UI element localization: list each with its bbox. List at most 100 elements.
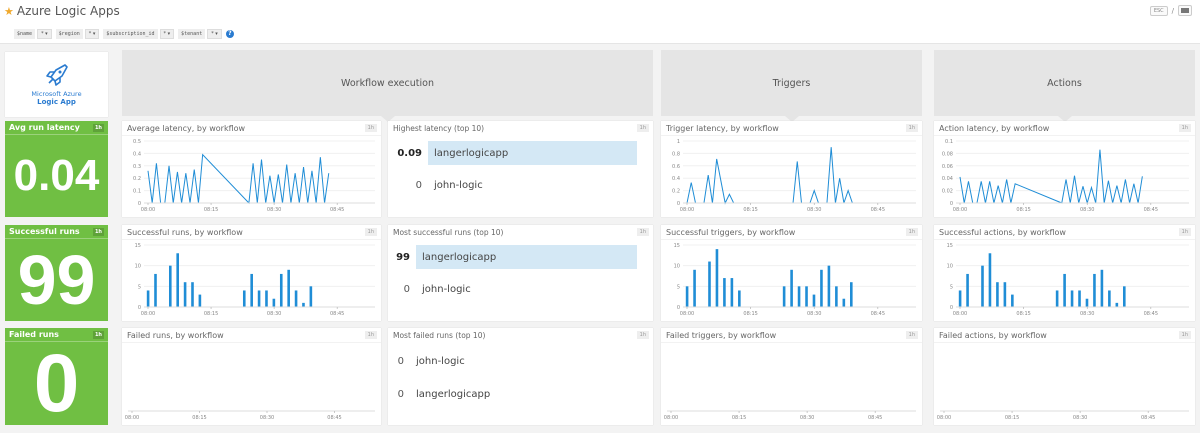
svg-text:08:00: 08:00 [664,415,678,421]
var-select[interactable]: * ▾ [159,28,175,39]
toplist-row[interactable]: 0 john-logic [388,277,653,301]
query-value-successful-runs[interactable]: Successful runs 1h 99 [5,225,108,321]
svg-text:08:30: 08:30 [800,415,814,421]
top-bar: ★ Azure Logic Apps ESC / [0,0,1200,24]
widget-title: Successful runs, by workflow [127,228,243,237]
timeframe-badge: 1h [1178,228,1191,236]
svg-text:0: 0 [677,201,680,207]
timeframe-badge: 1h [905,124,918,132]
toplist-row[interactable]: 0 john-logic [388,173,653,197]
logo-line2: Logic App [37,98,76,106]
svg-text:08:30: 08:30 [1080,207,1094,213]
svg-text:08:00: 08:00 [141,311,155,317]
query-value-failed-runs[interactable]: Failed runs 1h 0 [5,328,108,429]
help-icon[interactable]: ? [225,29,234,38]
graph-failed-triggers[interactable]: Failed triggers, by workflow 1h 08:00 08:… [661,328,922,425]
toplist-value: 0 [397,388,404,400]
svg-text:10: 10 [674,264,680,270]
svg-text:08:15: 08:15 [192,415,206,421]
graph-trigger-latency[interactable]: Trigger latency, by workflow 1h 0 0.2 0.4 0… [661,121,922,217]
rocket-icon [45,64,68,86]
graph-failed-actions[interactable]: Failed actions, by workflow 1h 08:00 08:1… [934,328,1195,425]
query-value: 99 [17,241,96,319]
svg-text:08:00: 08:00 [953,311,967,317]
widget-title: Failed triggers, by workflow [666,331,777,340]
svg-text:08:00: 08:00 [680,207,694,213]
svg-text:08:15: 08:15 [732,415,746,421]
widget-title: Avg run latency [9,123,80,132]
toplist-row[interactable]: 0 langerlogicapp [388,382,653,406]
graph-successful-runs[interactable]: Successful runs, by workflow 1h 0 5 10 15 08… [122,225,381,321]
var-select[interactable]: * ▾ [84,28,100,39]
svg-text:15: 15 [947,243,953,249]
timeseries-chart[interactable]: 08:00 08:15 08:30 08:45 [934,342,1195,425]
widget-title: Most failed runs (top 10) [393,331,486,340]
timeseries-chart[interactable]: 0 0.1 0.2 0.3 0.4 0.5 08:00 08:15 08:30 08:45 [122,135,381,217]
timeseries-chart[interactable]: 08:00 08:15 08:30 08:45 [661,342,922,425]
separator: / [1171,6,1174,15]
bar-chart[interactable]: 0 5 10 15 08:00 08:15 08:30 08:45 [661,239,922,321]
var-label: $region [55,28,83,39]
svg-text:10: 10 [947,264,953,270]
svg-text:08:15: 08:15 [743,207,757,213]
svg-text:0.08: 0.08 [942,151,953,157]
svg-text:0: 0 [950,201,953,207]
timeframe-badge: 1h [92,228,104,236]
graph-failed-runs[interactable]: Failed runs, by workflow 1h 08:00 08:15 08… [122,328,381,425]
svg-text:08:30: 08:30 [1073,415,1087,421]
svg-text:5: 5 [950,284,953,290]
toplist-value: 0 [403,283,410,295]
timeframe-badge: 1h [364,228,377,236]
timeseries-chart[interactable]: 08:00 08:15 08:30 08:45 [122,342,381,425]
svg-text:10: 10 [135,264,141,270]
svg-text:0.06: 0.06 [942,164,953,170]
query-value: 0 [33,337,80,429]
timeframe-badge: 1h [905,228,918,236]
toplist-value: 0.09 [397,147,422,159]
toplist-row[interactable]: 0 john-logic [388,349,653,373]
timeframe-badge: 1h [364,124,377,132]
var-label: $subscription_id [103,28,158,39]
timeseries-chart[interactable]: 0 0.2 0.4 0.6 0.8 1 08:00 08:15 08:30 08:45 [661,135,922,217]
toplist-row[interactable]: 99 langerlogicapp [388,245,653,269]
svg-text:08:15: 08:15 [1016,207,1030,213]
favorite-star-icon[interactable]: ★ [4,4,14,18]
svg-text:0: 0 [677,305,680,311]
svg-text:08:45: 08:45 [330,311,344,317]
svg-text:08:30: 08:30 [807,311,821,317]
tv-mode-icon[interactable] [1178,5,1192,16]
timeframe-badge: 1h [636,331,649,339]
svg-text:08:45: 08:45 [330,207,344,213]
section-header-label: Actions [1047,77,1082,89]
toplist-most-failed-runs[interactable]: Most failed runs (top 10) 1h 0 john-logi… [388,328,653,425]
graph-successful-actions[interactable]: Successful actions, by workflow 1h 0 5 10 1… [934,225,1195,321]
svg-text:0.02: 0.02 [942,189,953,195]
timeseries-chart[interactable]: 0 0.02 0.04 0.06 0.08 0.1 08:00 08:15 08:30 08:45 [934,135,1195,217]
graph-avg-latency[interactable]: Average latency, by workflow 1h 0 0.1 0.2 0… [122,121,381,217]
svg-text:0: 0 [950,305,953,311]
toplist-highest-latency[interactable]: Highest latency (top 10) 1h 0.09 langerl… [388,121,653,217]
svg-text:0.2: 0.2 [672,189,680,195]
bar-chart[interactable]: 0 5 10 15 08:00 08:15 08:30 08:45 [934,239,1195,321]
section-header-workflow: Workflow execution [122,50,653,122]
var-select[interactable]: * ▾ [37,28,52,39]
toplist-name: langerlogicapp [428,141,637,165]
var-label: $name [14,28,36,39]
svg-text:0.5: 0.5 [133,139,141,145]
bar-chart[interactable]: 0 5 10 15 08:00 08:15 08:30 08:45 [122,239,381,321]
graph-successful-triggers[interactable]: Successful triggers, by workflow 1h 0 5 10… [661,225,922,321]
widget-title: Failed actions, by workflow [939,331,1047,340]
toplist-row[interactable]: 0.09 langerlogicapp [388,141,653,165]
svg-text:08:30: 08:30 [1080,311,1094,317]
section-header-actions: Actions [934,50,1195,122]
graph-action-latency[interactable]: Action latency, by workflow 1h 0 0.02 0.04… [934,121,1195,217]
toplist-value: 99 [396,251,410,263]
query-value-avg-run-latency[interactable]: Avg run latency 1h 0.04 [5,121,108,217]
svg-text:5: 5 [138,284,141,290]
svg-text:08:00: 08:00 [937,415,951,421]
var-select[interactable]: * ▾ [207,28,222,39]
esc-button[interactable]: ESC [1149,5,1168,16]
toplist-most-successful-runs[interactable]: Most successful runs (top 10) 1h 99 lang… [388,225,653,321]
svg-text:0.1: 0.1 [133,189,141,195]
svg-text:08:00: 08:00 [680,311,694,317]
